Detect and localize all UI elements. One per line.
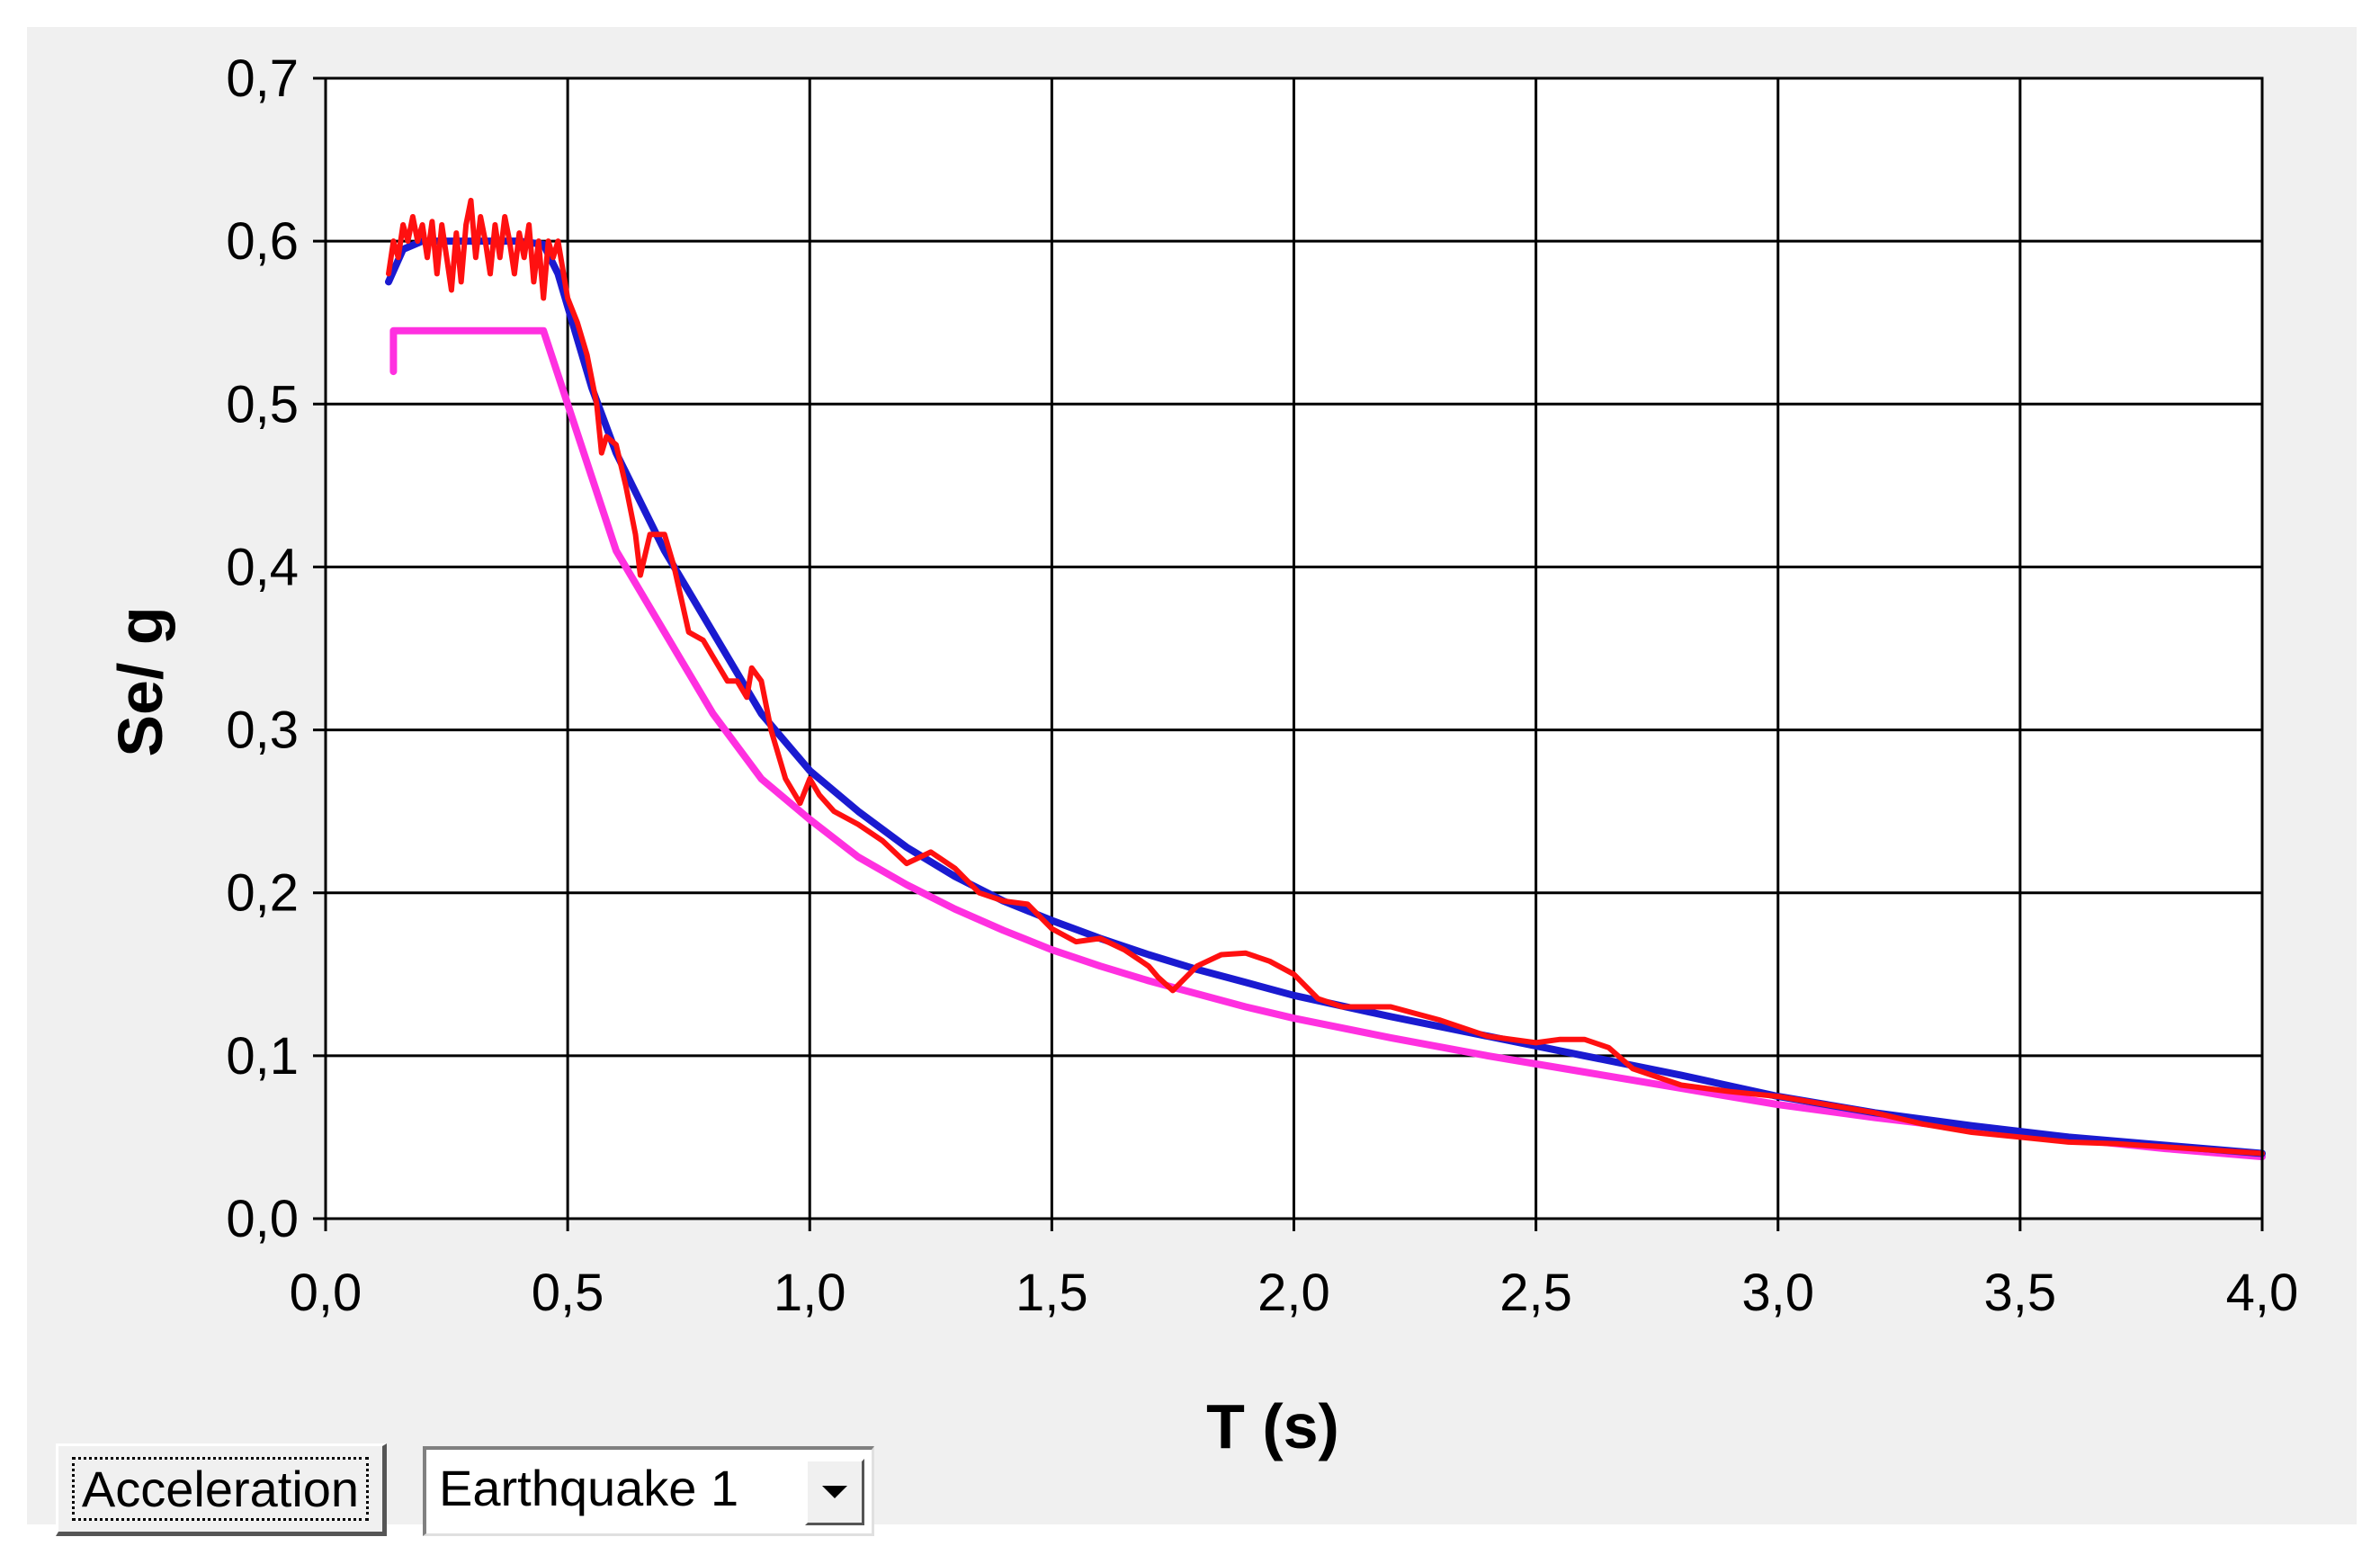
grid <box>313 76 2264 1231</box>
y-axis-title: Se/ g <box>105 606 175 756</box>
chevron-down-icon <box>822 1486 847 1498</box>
series-group <box>385 197 2266 1161</box>
series-line-2 <box>386 197 2265 1157</box>
x-axis-title: T (s) <box>1206 1391 1339 1461</box>
x-tick-label: 4,0 <box>2226 1264 2299 1322</box>
x-tick-label: 0,0 <box>290 1264 362 1322</box>
plot-frame <box>324 76 2264 1220</box>
y-tick-label: 0,4 <box>226 538 299 596</box>
y-tick-label: 0,3 <box>226 702 299 760</box>
x-tick-label: 0,5 <box>532 1264 604 1322</box>
y-tick-label: 0,2 <box>226 864 299 923</box>
earthquake-select-value: Earthquake 1 <box>439 1460 739 1516</box>
y-tick-label: 0,6 <box>226 212 299 271</box>
y-tick-label: 0,5 <box>226 375 299 433</box>
earthquake-select[interactable]: Earthquake 1 <box>423 1446 874 1536</box>
x-tick-label: 2,5 <box>1499 1264 1572 1322</box>
y-tick-label: 0,1 <box>226 1027 299 1086</box>
x-tick-label: 3,5 <box>1984 1264 2057 1322</box>
series-line-3 <box>389 326 2266 1161</box>
tick-labels: 0,0 0,5 1,0 1,5 2,0 2,5 3,0 3,5 4,0 0,0 0,1 0,2 0,3 0… <box>226 49 2298 1322</box>
y-tick-label: 0,0 <box>226 1190 299 1248</box>
acceleration-button-label: Acceleration <box>71 1456 370 1522</box>
series-line-1 <box>385 237 2266 1157</box>
y-tick-label: 0,7 <box>226 49 299 108</box>
chart: 0,0 0,5 1,0 1,5 2,0 2,5 3,0 3,5 4,0 0,0 0,1 0,2 0,3 0… <box>105 49 2298 1461</box>
x-tick-label: 1,5 <box>1016 1264 1088 1322</box>
x-tick-label: 1,0 <box>774 1264 846 1322</box>
dropdown-button[interactable] <box>805 1459 864 1525</box>
x-tick-label: 3,0 <box>1741 1264 1814 1322</box>
plot-border <box>324 76 2264 1220</box>
acceleration-button[interactable]: Acceleration <box>56 1443 387 1536</box>
x-tick-label: 2,0 <box>1257 1264 1330 1322</box>
chart-panel: 0,0 0,5 1,0 1,5 2,0 2,5 3,0 3,5 4,0 0,0 0,1 0,2 0,3 0… <box>27 27 2357 1536</box>
